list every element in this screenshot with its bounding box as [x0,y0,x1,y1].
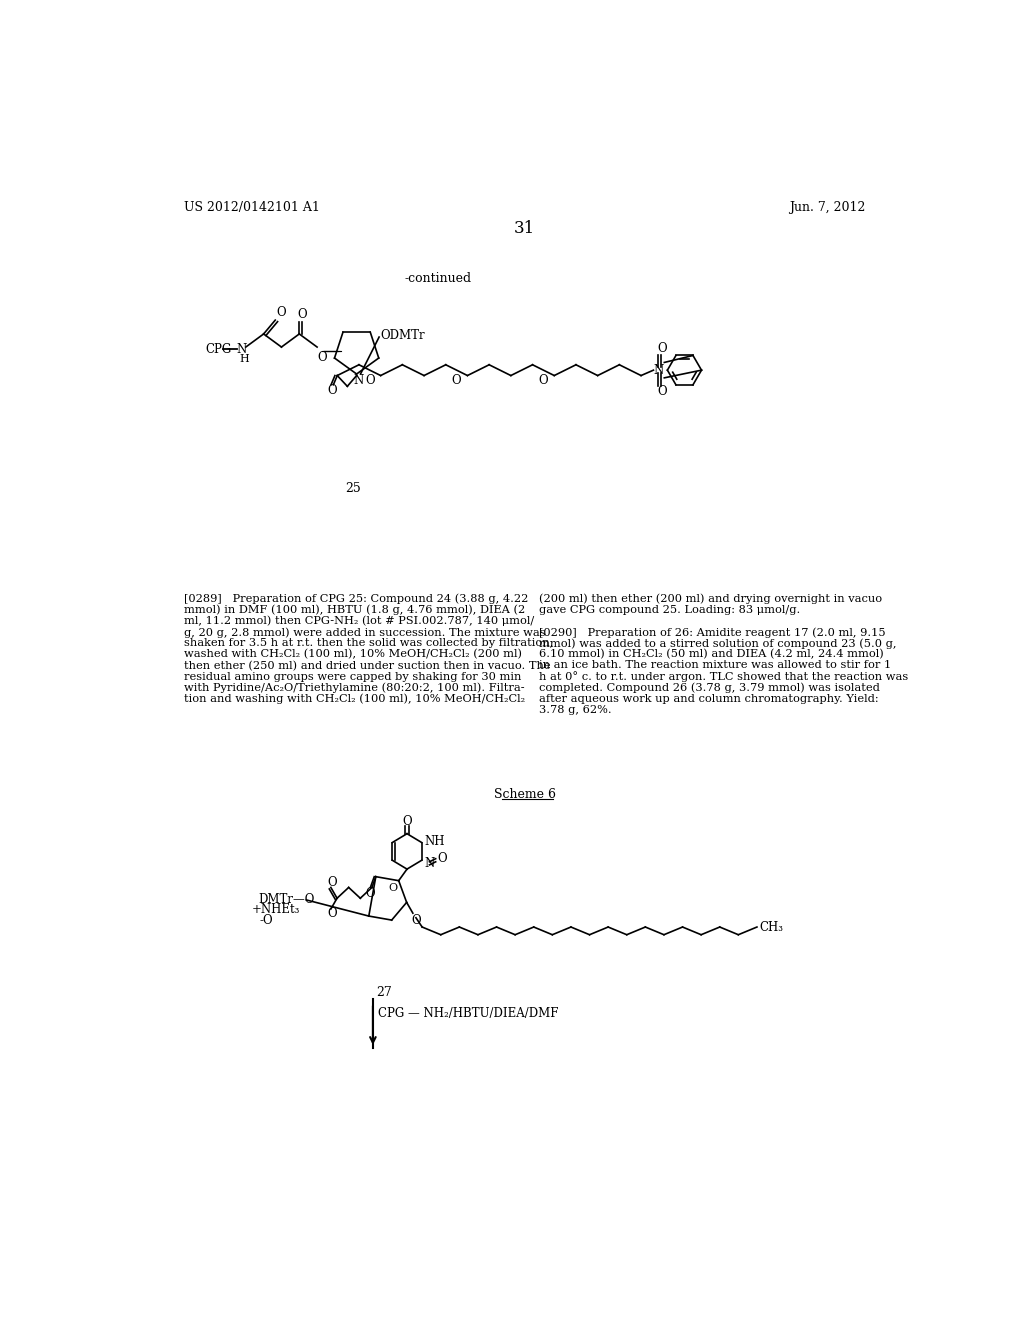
Text: H: H [240,354,250,363]
Text: O: O [437,853,446,865]
Text: (200 ml) then ether (200 ml) and drying overnight in vacuo: (200 ml) then ether (200 ml) and drying … [539,594,882,605]
Text: g, 20 g, 2.8 mmol) were added in succession. The mixture was: g, 20 g, 2.8 mmol) were added in success… [183,627,546,638]
Text: mmol) in DMF (100 ml), HBTU (1.8 g, 4.76 mmol), DIEA (2: mmol) in DMF (100 ml), HBTU (1.8 g, 4.76… [183,605,525,615]
Text: -continued: -continued [404,272,472,285]
Text: US 2012/0142101 A1: US 2012/0142101 A1 [183,201,319,214]
Text: O: O [412,915,421,928]
Text: O: O [276,306,286,319]
Text: tion and washing with CH₂Cl₂ (100 ml), 10% MeOH/CH₂Cl₂: tion and washing with CH₂Cl₂ (100 ml), 1… [183,694,525,705]
Text: shaken for 3.5 h at r.t. then the solid was collected by filtration,: shaken for 3.5 h at r.t. then the solid … [183,638,553,648]
Text: h at 0° c. to r.t. under argon. TLC showed that the reaction was: h at 0° c. to r.t. under argon. TLC show… [539,672,908,682]
Text: 3.78 g, 62%.: 3.78 g, 62%. [539,705,611,715]
Text: N: N [353,374,364,387]
Text: O: O [452,375,462,388]
Text: residual amino groups were capped by shaking for 30 min: residual amino groups were capped by sha… [183,672,521,681]
Text: O: O [657,385,667,399]
Text: O: O [402,814,412,828]
Text: CH₃: CH₃ [759,920,783,933]
Text: CPG — NH₂/HBTU/DIEA/DMF: CPG — NH₂/HBTU/DIEA/DMF [378,1007,559,1020]
Text: then ether (250 ml) and dried under suction then in vacuo. The: then ether (250 ml) and dried under suct… [183,660,551,671]
Text: in an ice bath. The reaction mixture was allowed to stir for 1: in an ice bath. The reaction mixture was… [539,660,891,671]
Text: after aqueous work up and column chromatography. Yield:: after aqueous work up and column chromat… [539,694,879,704]
Text: mmol) was added to a stirred solution of compound 23 (5.0 g,: mmol) was added to a stirred solution of… [539,638,896,648]
Text: N: N [424,857,434,870]
Text: O: O [297,308,306,321]
Text: O: O [657,342,667,355]
Text: 25: 25 [345,482,360,495]
Text: N: N [237,343,247,356]
Text: -O: -O [260,913,273,927]
Text: +NHEt₃: +NHEt₃ [252,903,300,916]
Text: O: O [328,907,337,920]
Text: O: O [539,375,548,388]
Text: [0290]   Preparation of 26: Amidite reagent 17 (2.0 ml, 9.15: [0290] Preparation of 26: Amidite reagen… [539,627,886,638]
Text: 27: 27 [376,986,391,999]
Text: [0289]   Preparation of CPG 25: Compound 24 (3.88 g, 4.22: [0289] Preparation of CPG 25: Compound 2… [183,594,528,605]
Text: N: N [653,363,664,376]
Text: Jun. 7, 2012: Jun. 7, 2012 [790,201,866,214]
Text: gave CPG compound 25. Loading: 83 μmol/g.: gave CPG compound 25. Loading: 83 μmol/g… [539,605,800,615]
Text: 6.10 mmol) in CH₂Cl₂ (50 ml) and DIEA (4.2 ml, 24.4 mmol): 6.10 mmol) in CH₂Cl₂ (50 ml) and DIEA (4… [539,649,884,660]
Text: with Pyridine/Ac₂O/Triethylamine (80:20:2, 100 ml). Filtra-: with Pyridine/Ac₂O/Triethylamine (80:20:… [183,682,524,693]
Text: O: O [388,883,397,894]
Text: Scheme 6: Scheme 6 [494,788,556,801]
Text: O: O [365,375,375,388]
Text: NH: NH [424,834,444,847]
Text: ml, 11.2 mmol) then CPG-NH₂ (lot # PSI.002.787, 140 μmol/: ml, 11.2 mmol) then CPG-NH₂ (lot # PSI.0… [183,615,535,627]
Text: completed. Compound 26 (3.78 g, 3.79 mmol) was isolated: completed. Compound 26 (3.78 g, 3.79 mmo… [539,682,880,693]
Text: DMTr—O: DMTr—O [258,894,314,907]
Text: washed with CH₂Cl₂ (100 ml), 10% MeOH/CH₂Cl₂ (200 ml): washed with CH₂Cl₂ (100 ml), 10% MeOH/CH… [183,649,522,660]
Text: 31: 31 [514,220,536,238]
Text: CPG: CPG [206,343,231,356]
Text: O: O [328,384,337,397]
Text: O: O [328,876,337,890]
Text: O: O [317,351,327,363]
Text: ODMTr: ODMTr [381,329,425,342]
Text: O: O [365,887,375,900]
